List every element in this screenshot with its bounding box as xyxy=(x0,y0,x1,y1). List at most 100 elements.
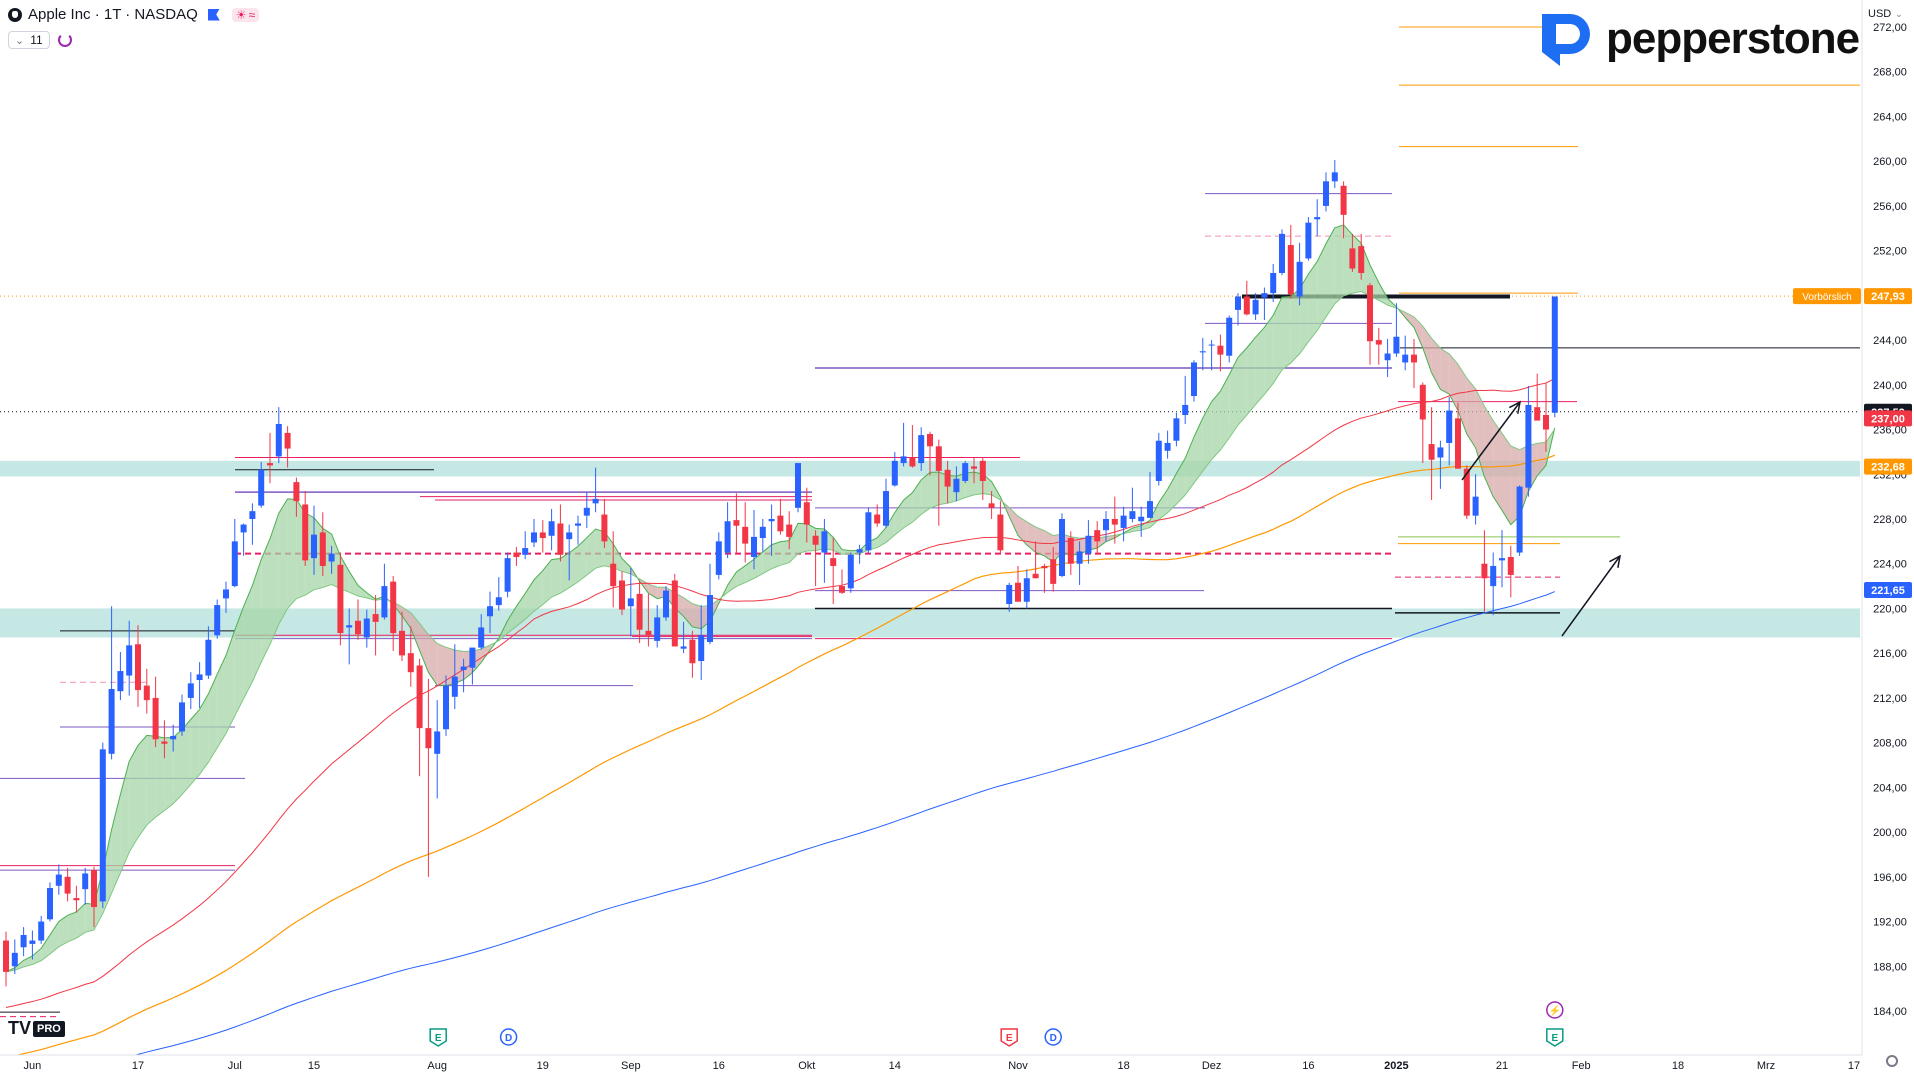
candle-body xyxy=(847,554,854,589)
ema-ribbon-segment xyxy=(771,541,781,569)
candle-body xyxy=(759,526,766,539)
flag-icon[interactable] xyxy=(207,8,220,21)
ema-ribbon-segment xyxy=(1220,374,1230,451)
candle-body xyxy=(1525,404,1532,488)
price-label-text: 237,00 xyxy=(1871,413,1905,425)
ema-ribbon-segment xyxy=(23,955,33,967)
ema-ribbon-segment xyxy=(1044,530,1054,563)
candle-body xyxy=(20,934,27,948)
ema-ribbon-segment xyxy=(1264,315,1274,395)
candle-body xyxy=(531,532,537,543)
candle-body xyxy=(1463,468,1470,516)
ema-slow-line xyxy=(5,290,1556,973)
ema-ribbon-segment xyxy=(58,915,68,947)
symbol-header[interactable]: Apple Inc · 1T · NASDAQ ☀ ≈ xyxy=(8,6,260,23)
refresh-icon[interactable] xyxy=(57,33,72,47)
candle-body xyxy=(839,586,845,593)
candle-body xyxy=(143,685,150,701)
candle-body xyxy=(636,593,643,630)
price-tick-label: 236,00 xyxy=(1873,425,1907,437)
candle-body xyxy=(707,595,713,642)
candle-body xyxy=(1384,353,1391,361)
candle-body xyxy=(751,536,757,558)
lightning-icon-glyph: ⚡ xyxy=(1549,1004,1561,1017)
candle-body xyxy=(55,874,62,886)
candle-body xyxy=(812,535,819,545)
candle-body xyxy=(592,498,599,504)
price-tick-label: 212,00 xyxy=(1873,693,1907,705)
price-tick-label: 272,00 xyxy=(1873,22,1907,34)
ema-ribbon-segment xyxy=(278,498,288,625)
ema-ribbon-segment xyxy=(349,571,358,596)
candle-body xyxy=(1059,519,1065,577)
sma-orange-line xyxy=(5,454,1556,1059)
ema-ribbon-segment xyxy=(1273,297,1282,384)
session-badges[interactable]: ☀ ≈ xyxy=(231,7,260,22)
ema-ribbon-segment xyxy=(138,735,147,838)
price-tick-label: 220,00 xyxy=(1873,603,1907,615)
projection-arrow-head xyxy=(1609,554,1622,568)
candle-body xyxy=(1182,404,1189,416)
pro-badge: PRO xyxy=(33,1020,65,1037)
candle-body xyxy=(11,952,18,967)
wave-icon: ≈ xyxy=(248,7,256,22)
candle-body xyxy=(1411,354,1417,363)
tradingview-logo[interactable]: TV PRO xyxy=(8,1018,65,1039)
price-tick-label: 264,00 xyxy=(1873,111,1907,123)
candle-body xyxy=(1349,248,1356,269)
candle-body xyxy=(1481,563,1488,579)
ema-ribbon-segment xyxy=(683,597,693,627)
dividend-icon xyxy=(499,1028,518,1046)
candle-body xyxy=(1499,558,1505,561)
candle-body xyxy=(1437,447,1444,458)
candle-body xyxy=(724,521,731,553)
candle-body xyxy=(1173,418,1180,441)
ema-ribbon-segment xyxy=(542,559,552,605)
candle-body xyxy=(777,515,784,532)
candle-body xyxy=(557,523,564,555)
ema-ribbon-segment xyxy=(419,623,429,673)
candle-body xyxy=(223,589,229,599)
candle-body xyxy=(1111,519,1118,525)
candle-body xyxy=(856,549,863,553)
candle-body xyxy=(126,645,133,676)
ema-ribbon-segment xyxy=(67,911,77,942)
ema-ribbon-segment xyxy=(226,630,235,734)
indicator-toggle[interactable]: ⌄ 11 xyxy=(8,31,50,49)
candle-body xyxy=(152,697,159,740)
currency-selector[interactable]: USD ⌄ xyxy=(1868,8,1903,20)
ema-ribbon-segment xyxy=(798,523,807,554)
ema-ribbon-segment xyxy=(1290,288,1300,363)
gear-icon[interactable] xyxy=(1886,1055,1898,1067)
ema-ribbon-segment xyxy=(208,674,218,763)
sma-red-line xyxy=(5,378,1556,1008)
candle-body xyxy=(891,460,898,486)
candle-body xyxy=(654,617,661,641)
ema-ribbon-segment xyxy=(1282,296,1291,370)
earnings-icon-letter: E xyxy=(1006,1033,1013,1044)
price-tick-label: 208,00 xyxy=(1873,738,1907,750)
ema-ribbon-segment xyxy=(1378,282,1388,306)
symbol-title[interactable]: Apple Inc · 1T · NASDAQ xyxy=(28,6,198,23)
ema-ribbon-segment xyxy=(85,903,94,933)
candle-body xyxy=(1235,296,1241,310)
ema-ribbon-segment xyxy=(886,512,895,543)
time-tick-label: Mrz xyxy=(1757,1060,1775,1072)
candle-body xyxy=(1543,415,1549,430)
candle-body xyxy=(99,749,106,902)
candle-body xyxy=(997,514,1004,551)
candle-body xyxy=(935,446,942,471)
ema-ribbon-segment xyxy=(32,948,42,965)
candle-body xyxy=(487,606,493,617)
ema-ribbon-segment xyxy=(454,649,464,684)
brand-name: pepperstone xyxy=(1606,14,1860,63)
time-tick-label: 19 xyxy=(537,1060,549,1072)
candle-body xyxy=(135,644,141,691)
candle-body xyxy=(522,548,529,555)
candle-body xyxy=(3,940,9,972)
ema-ribbon-segment xyxy=(1484,406,1494,497)
candle-body xyxy=(900,456,907,464)
ema-ribbon-segment xyxy=(252,559,262,682)
